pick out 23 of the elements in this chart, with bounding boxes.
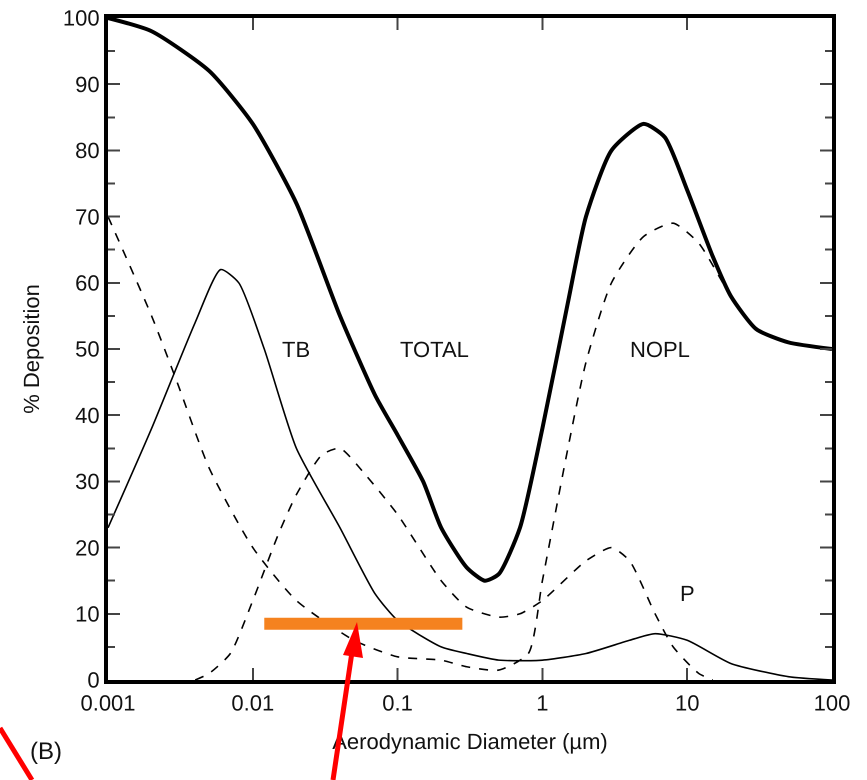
y-tick-label: 80 [75, 138, 100, 164]
y-tick-label: 0 [87, 668, 100, 693]
y-axis-title: % Deposition [19, 284, 44, 414]
y-tick-label: 60 [75, 270, 100, 296]
y-tick-label: 100 [62, 6, 100, 31]
y-tick-label: 70 [75, 204, 100, 230]
y-tick-label: 90 [75, 72, 100, 97]
series-label: TB [282, 337, 310, 362]
y-tick-label: 20 [75, 535, 100, 560]
x-tick-label: 100 [814, 690, 850, 716]
x-tick-label: 0.01 [231, 690, 274, 716]
series-label: P [680, 581, 695, 606]
x-tick-label: 1 [536, 690, 549, 716]
y-tick-label: 10 [75, 602, 100, 626]
series-label: TOTAL [400, 337, 469, 362]
x-tick-label: 0.001 [80, 690, 136, 716]
text: (B) [30, 738, 62, 765]
x-tick-label: 0.1 [382, 690, 413, 716]
y-tick-label: 30 [75, 469, 100, 494]
x-tick-label: 10 [674, 690, 700, 716]
series-label: NOPL [630, 337, 690, 362]
y-tick-label: 40 [75, 402, 100, 428]
y-tick-label: 50 [75, 336, 100, 362]
